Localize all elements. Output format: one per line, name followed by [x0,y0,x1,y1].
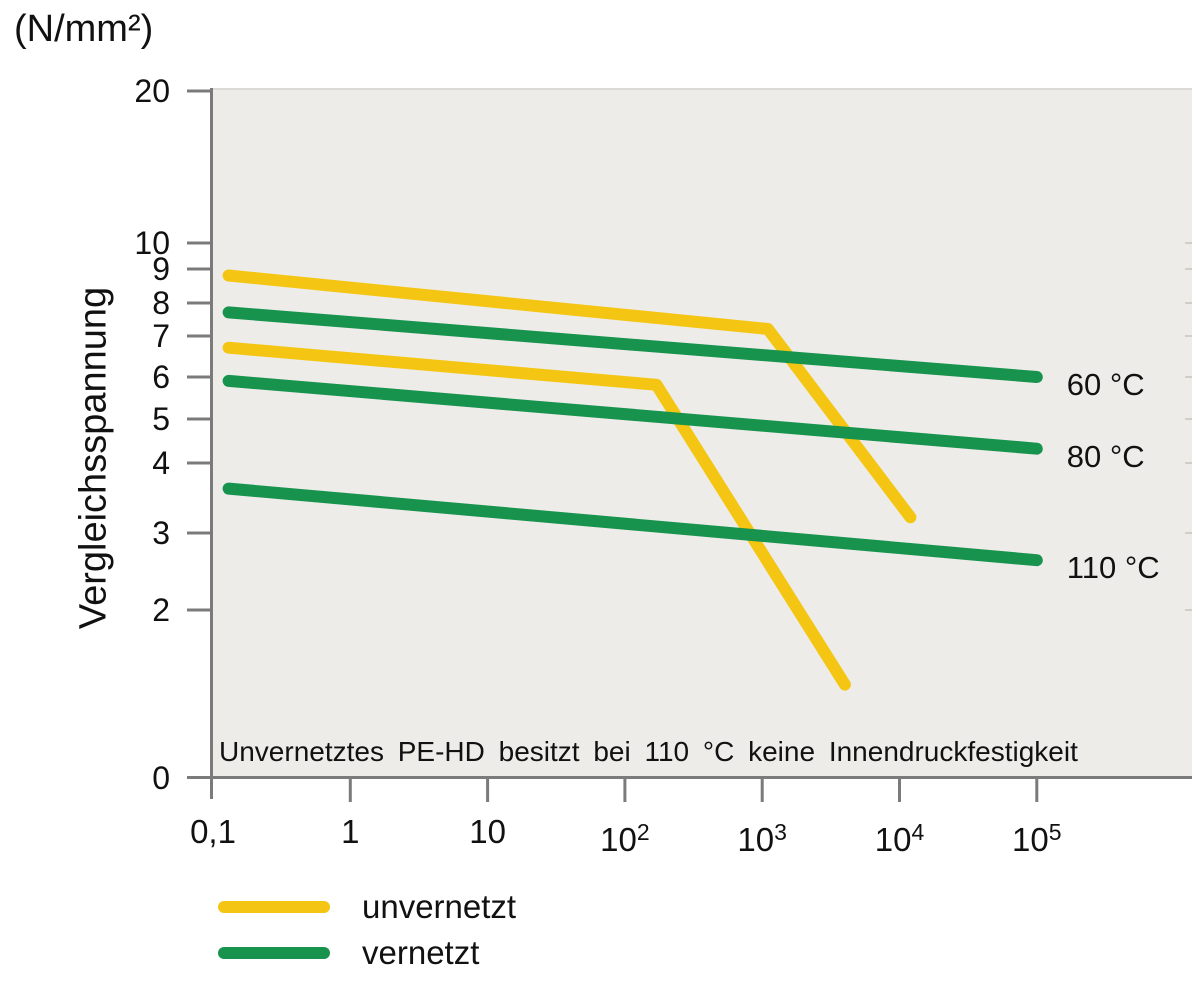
y-tick-label: 20 [134,73,170,109]
legend-swatch-unvernetzt [218,901,330,913]
series-label-vernetzt-60C: 60 °C [1066,367,1145,402]
series-line-unvernetzt-lower [222,341,851,691]
y-tick-label: 6 [152,359,170,395]
x-tick-label: 104 [874,819,925,858]
y-tick-label: 7 [152,318,170,354]
y-tick-label: 9 [152,251,170,287]
y-tick-label: 10 [134,225,170,261]
x-tick-label: 102 [600,819,650,858]
legend-label-unvernetzt: unvernetzt [362,888,517,925]
series-line-vernetzt-110C [222,482,1043,567]
y-tick-label: 2 [152,592,170,628]
y-tick-label: 5 [152,401,170,437]
x-tick-label: 1 [341,813,360,850]
x-tick-label: 103 [737,819,787,858]
x-tick-label: 10 [469,813,506,850]
x-tick-label: 105 [1012,819,1062,858]
series-line-unvernetzt-upper [222,269,917,524]
legend-swatch-vernetzt [218,947,330,959]
y-tick-label: 0 [152,759,170,796]
y-tick-label: 8 [152,285,170,321]
y-axis-unit: (N/mm²) [14,8,154,50]
x-tick-label: 0,1 [190,813,236,850]
y-tick-label: 4 [152,445,170,481]
series-line-vernetzt-80C [222,374,1043,455]
series-line-vernetzt-60C [222,306,1043,383]
series-label-vernetzt-80C: 80 °C [1066,438,1145,474]
legend-label-vernetzt: vernetzt [362,934,480,971]
series-label-vernetzt-110C: 110 °C [1066,550,1160,586]
y-tick-label: 3 [152,515,170,551]
chart-annotation: Unvernetztes PE-HD besitzt bei 110 °C ke… [219,736,1078,767]
plot-area [213,88,1192,779]
